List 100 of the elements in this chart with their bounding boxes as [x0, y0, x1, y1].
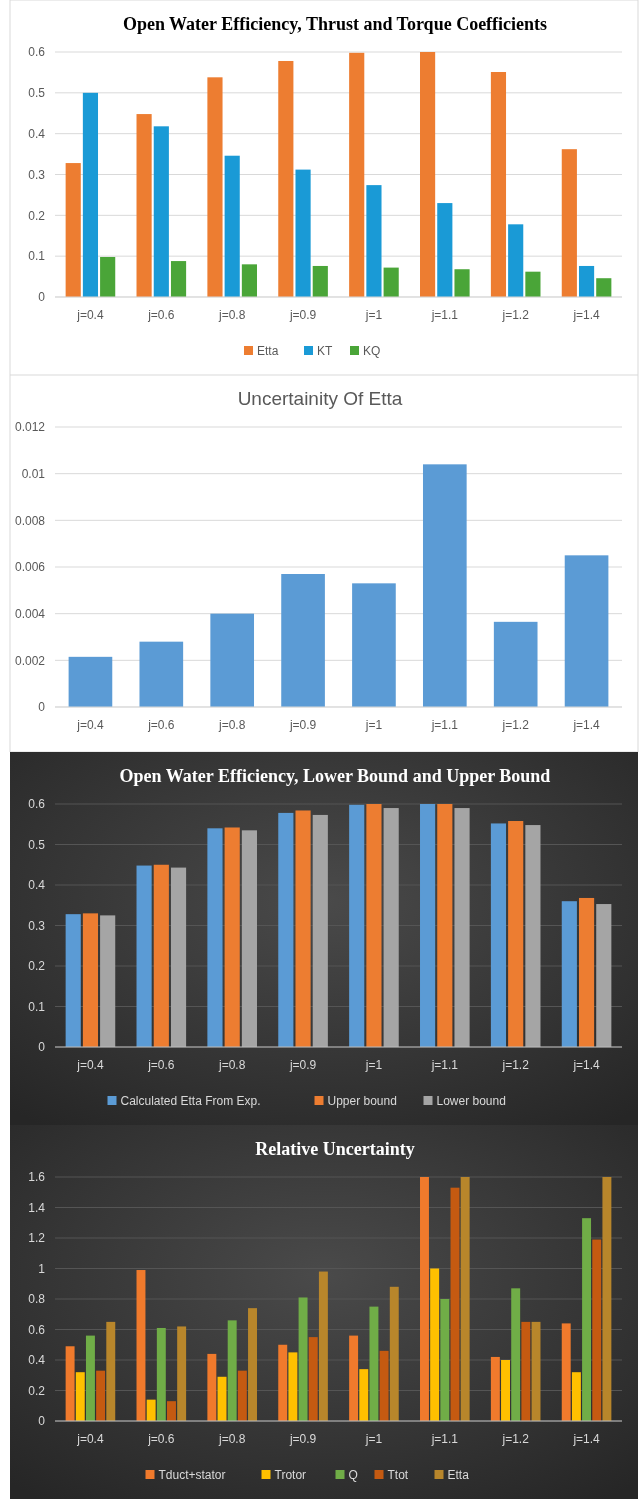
y-tick-label: 0 [38, 290, 46, 305]
bar [227, 1320, 237, 1421]
legend-label: Ttot [387, 1468, 409, 1483]
x-tick-label: j=0.8 [218, 1432, 246, 1446]
x-tick-label: j=1.1 [430, 308, 459, 322]
x-tick-label: j=1.2 [501, 1432, 530, 1446]
x-tick-label: j=1 [364, 308, 383, 322]
bar [224, 827, 240, 1047]
x-tick-label: j=1.1 [430, 718, 459, 732]
legend-label: Trotor [274, 1468, 307, 1483]
bar [100, 256, 116, 297]
y-tick-label: 0.002 [14, 653, 46, 668]
x-tick-label: j=1.1 [430, 1432, 459, 1446]
bar [454, 269, 470, 297]
chart-title: Uncertainity Of Etta [237, 388, 403, 409]
bar [96, 1370, 106, 1421]
bar [248, 1308, 257, 1421]
bar [75, 1372, 85, 1421]
bar [278, 812, 294, 1047]
legend-label: Calculated Etta From Exp. [120, 1094, 261, 1109]
bar [521, 1321, 531, 1421]
x-tick-label: j=1 [364, 1432, 383, 1446]
x-tick-label: j=0.6 [147, 1058, 175, 1072]
bar [366, 804, 382, 1047]
bar [207, 77, 223, 297]
legend-label: Lower bound [436, 1094, 506, 1109]
y-tick-label: 0.006 [14, 560, 46, 575]
y-tick-label: 1.4 [28, 1200, 46, 1215]
bar [170, 867, 187, 1047]
bar [167, 1401, 176, 1421]
y-tick-label: 1.2 [28, 1231, 46, 1246]
x-tick-label: j=1.4 [572, 1058, 601, 1072]
bar [578, 897, 595, 1047]
y-tick-label: 0.6 [28, 1322, 46, 1337]
x-tick-label: j=1.2 [501, 1058, 530, 1072]
bar [139, 641, 184, 707]
bar [295, 169, 311, 297]
chart-title: Open Water Efficiency, Lower Bound and Upper Bound [119, 766, 551, 786]
bar [561, 149, 577, 297]
bar [561, 901, 577, 1047]
bar [420, 804, 436, 1047]
bar [501, 1360, 510, 1421]
x-tick-label: j=0.4 [76, 308, 104, 322]
legend-label: Etta [257, 344, 279, 359]
bar [440, 1299, 450, 1421]
legend-label: Etta [447, 1468, 470, 1483]
bar [68, 656, 113, 707]
x-tick-label: j=0.9 [288, 1432, 317, 1446]
bar [525, 825, 541, 1047]
bar [136, 865, 152, 1047]
legend-label: Q [348, 1468, 358, 1483]
legend-label: Upper bound [327, 1094, 397, 1109]
y-tick-label: 1.6 [28, 1170, 46, 1185]
bar [156, 1327, 166, 1421]
bar [281, 574, 325, 707]
y-tick-label: 0.1 [28, 249, 46, 264]
bar [224, 155, 240, 297]
bar [153, 126, 169, 297]
x-tick-label: j=1.4 [572, 308, 601, 322]
y-tick-label: 0.4 [28, 126, 46, 141]
y-tick-label: 0 [38, 1414, 46, 1429]
bar [422, 464, 467, 707]
x-tick-label: j=0.8 [218, 1058, 246, 1072]
bar [278, 60, 294, 297]
y-tick-label: 0.01 [21, 466, 46, 481]
bar [511, 1288, 521, 1421]
bar [146, 1399, 156, 1421]
legend-label: Tduct+stator [158, 1468, 226, 1483]
y-tick-label: 0.5 [28, 86, 46, 101]
bar [288, 1352, 298, 1421]
bar [420, 52, 436, 297]
y-tick-label: 0.2 [28, 1383, 46, 1398]
x-tick-label: j=0.9 [288, 1058, 317, 1072]
y-tick-label: 0 [38, 700, 46, 715]
bar [349, 1335, 359, 1421]
bar [493, 621, 538, 707]
bar [383, 267, 399, 297]
x-tick-label: j=1.2 [501, 308, 530, 322]
bar [460, 1177, 470, 1421]
bar [571, 1372, 581, 1421]
bar [210, 613, 255, 707]
bar [578, 265, 595, 297]
y-tick-label: 0.012 [14, 420, 46, 435]
y-tick-label: 0.008 [14, 513, 46, 528]
bar [65, 914, 81, 1047]
bar [65, 163, 81, 297]
bar [295, 810, 311, 1047]
x-tick-label: j=0.8 [218, 308, 246, 322]
chart-title: Open Water Efficiency, Thrust and Torque Coefficients [122, 14, 548, 34]
bar [525, 271, 541, 297]
bar [596, 904, 612, 1047]
x-tick-label: j=1.2 [501, 718, 530, 732]
bar [170, 261, 187, 297]
bar [383, 808, 399, 1047]
bar [437, 203, 453, 297]
x-tick-label: j=0.6 [147, 308, 175, 322]
bar [508, 821, 524, 1047]
y-tick-label: 0.6 [28, 45, 46, 60]
bar [602, 1177, 612, 1421]
x-tick-label: j=0.9 [288, 718, 317, 732]
